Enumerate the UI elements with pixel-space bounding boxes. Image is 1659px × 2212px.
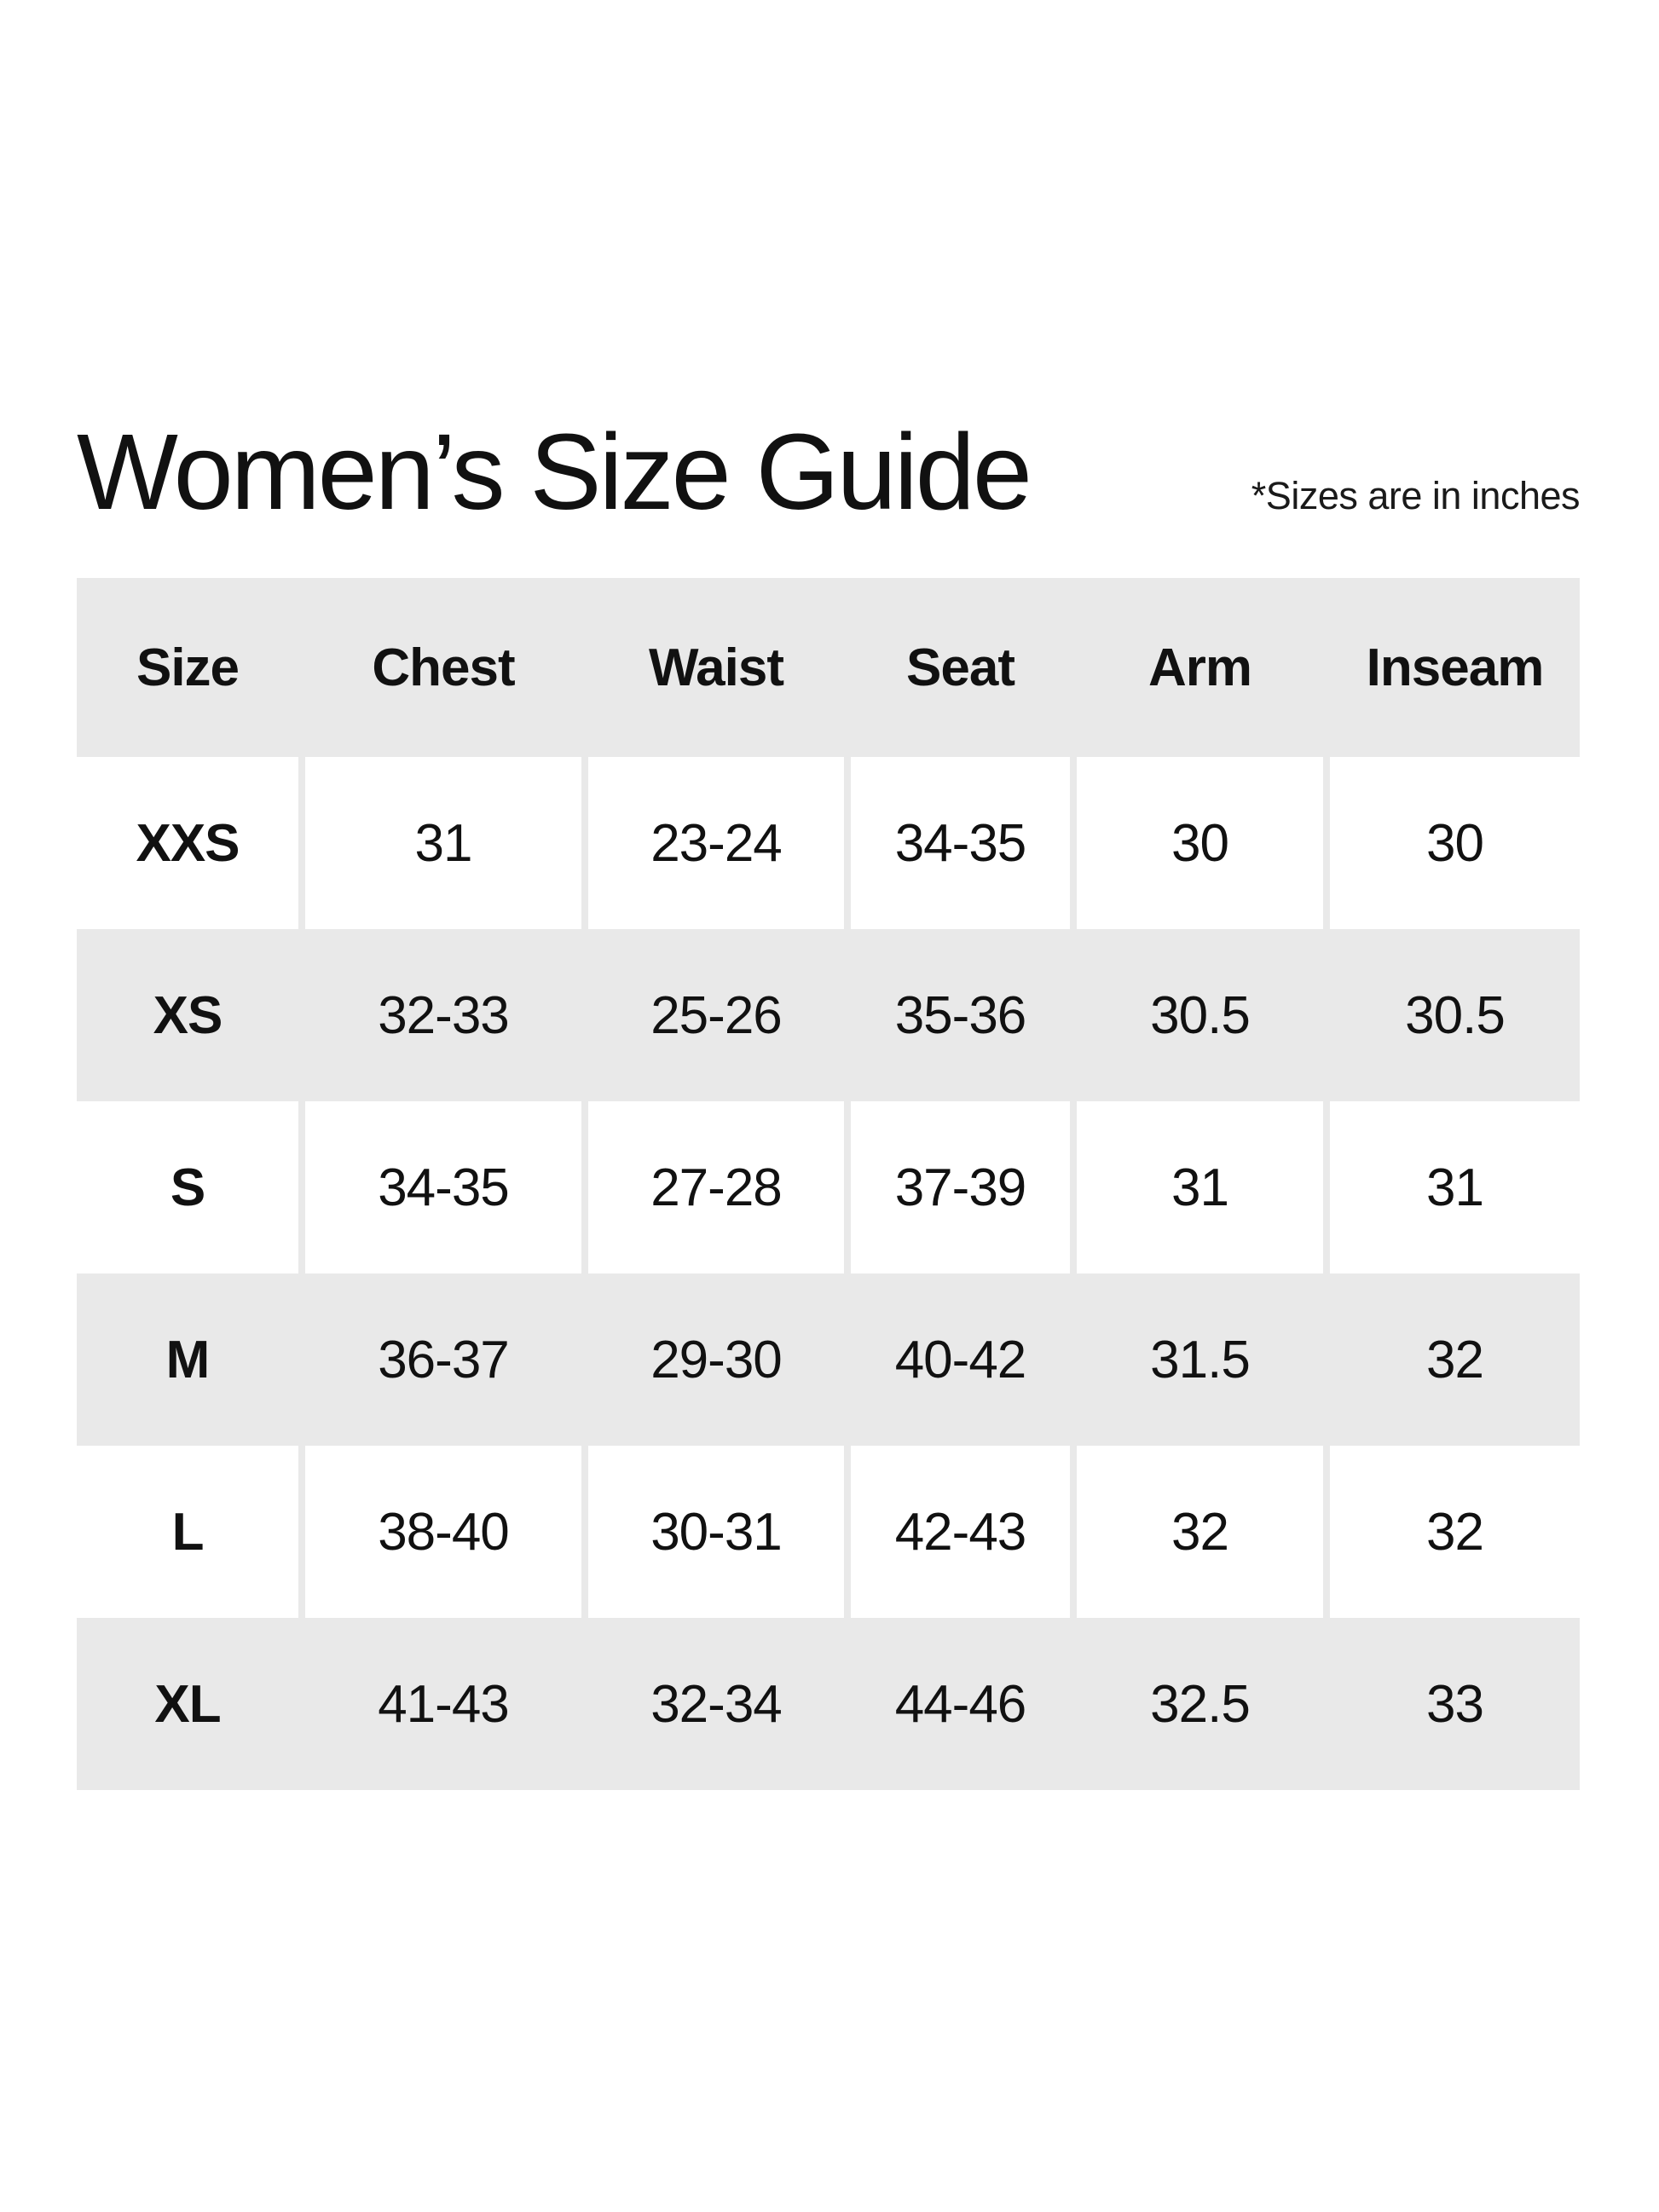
table-row-xs: XS 32-33 25-26 35-36 30.5 30.5 [77, 929, 1580, 1101]
arm-value: 31 [1077, 1101, 1323, 1273]
seat-value: 42-43 [851, 1446, 1070, 1618]
waist-value: 25-26 [588, 929, 844, 1101]
inseam-value: 32 [1330, 1446, 1580, 1618]
table-header-row: Size Chest Waist Seat Arm Inseam [77, 578, 1580, 757]
inseam-value: 32 [1330, 1273, 1580, 1446]
size-label: S [77, 1101, 298, 1273]
header-cell-inseam: Inseam [1330, 578, 1580, 757]
chest-value: 38-40 [305, 1446, 581, 1618]
table-row-xl: XL 41-43 32-34 44-46 32.5 33 [77, 1618, 1580, 1790]
chest-value: 34-35 [305, 1101, 581, 1273]
arm-value: 30.5 [1077, 929, 1323, 1101]
seat-value: 37-39 [851, 1101, 1070, 1273]
page-title: Women’s Size Guide [77, 412, 1032, 532]
table-row-l: L 38-40 30-31 42-43 32 32 [77, 1446, 1580, 1618]
chest-value: 32-33 [305, 929, 581, 1101]
arm-value: 32 [1077, 1446, 1323, 1618]
waist-value: 27-28 [588, 1101, 844, 1273]
waist-value: 23-24 [588, 757, 844, 929]
seat-value: 34-35 [851, 757, 1070, 929]
seat-value: 44-46 [851, 1618, 1070, 1790]
title-row: Women’s Size Guide *Sizes are in inches [77, 412, 1581, 532]
size-guide-table: Size Chest Waist Seat Arm Inseam XXS 31 … [77, 578, 1580, 1790]
size-label: XS [77, 929, 298, 1101]
table-row-m: M 36-37 29-30 40-42 31.5 32 [77, 1273, 1580, 1446]
inseam-value: 30 [1330, 757, 1580, 929]
header-cell-arm: Arm [1077, 578, 1323, 757]
seat-value: 35-36 [851, 929, 1070, 1101]
size-label: XXS [77, 757, 298, 929]
waist-value: 32-34 [588, 1618, 844, 1790]
arm-value: 30 [1077, 757, 1323, 929]
inseam-value: 31 [1330, 1101, 1580, 1273]
units-note: *Sizes are in inches [1251, 474, 1581, 517]
arm-value: 31.5 [1077, 1273, 1323, 1446]
header-cell-chest: Chest [305, 578, 581, 757]
chest-value: 31 [305, 757, 581, 929]
waist-value: 30-31 [588, 1446, 844, 1618]
table-row-xxs: XXS 31 23-24 34-35 30 30 [77, 757, 1580, 929]
waist-value: 29-30 [588, 1273, 844, 1446]
inseam-value: 33 [1330, 1618, 1580, 1790]
seat-value: 40-42 [851, 1273, 1070, 1446]
header-cell-seat: Seat [851, 578, 1070, 757]
size-label: L [77, 1446, 298, 1618]
size-label: XL [77, 1618, 298, 1790]
size-label: M [77, 1273, 298, 1446]
chest-value: 36-37 [305, 1273, 581, 1446]
header-cell-waist: Waist [588, 578, 844, 757]
arm-value: 32.5 [1077, 1618, 1323, 1790]
inseam-value: 30.5 [1330, 929, 1580, 1101]
chest-value: 41-43 [305, 1618, 581, 1790]
header-cell-size: Size [77, 578, 298, 757]
table-row-s: S 34-35 27-28 37-39 31 31 [77, 1101, 1580, 1273]
